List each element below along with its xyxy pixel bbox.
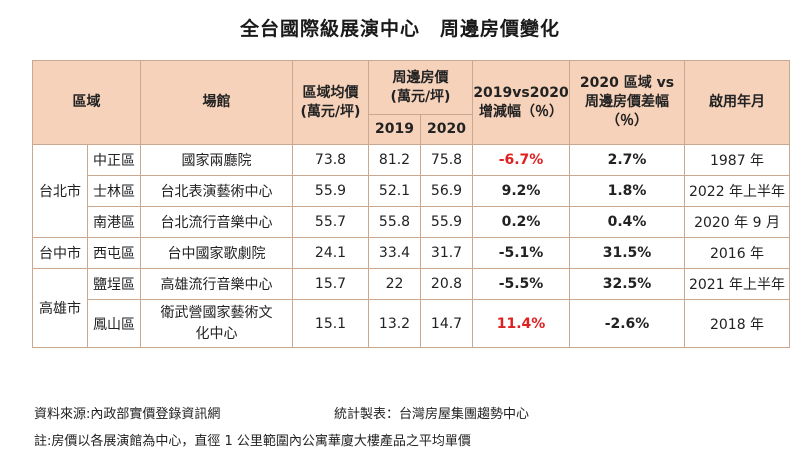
footer-compiled: 統計製表：台灣房屋集團趨勢中心 xyxy=(334,407,530,422)
district-cell: 鳳山區 xyxy=(87,299,141,348)
avg-cell: 73.8 xyxy=(292,144,369,176)
header-year-2020: 2020 xyxy=(419,114,474,145)
price-2020-cell: 14.7 xyxy=(419,299,474,348)
venue-cell: 國家兩廳院 xyxy=(140,144,293,176)
district-cell: 南港區 xyxy=(87,206,141,238)
diff-cell: 2.7% xyxy=(569,144,686,176)
footer-note: 註:房價以各展演館為中心，直徑 1 公里範圍內公寓華廈大樓產品之平均單價 xyxy=(34,434,471,449)
district-cell: 中正區 xyxy=(87,144,141,176)
city-kaohsiung: 高雄市 xyxy=(32,268,88,348)
city-taipei: 台北市 xyxy=(32,144,88,238)
price-2019-cell: 55.8 xyxy=(368,206,421,238)
district-cell: 鹽埕區 xyxy=(87,268,141,300)
header-region-avg: 區域均價 (萬元/坪) xyxy=(292,60,369,145)
avg-cell: 24.1 xyxy=(292,237,369,269)
change-cell: -5.5% xyxy=(472,268,571,300)
header-opening: 啟用年月 xyxy=(684,60,791,145)
diff-cell: 0.4% xyxy=(569,206,686,238)
diff-cell: -2.6% xyxy=(569,299,686,348)
header-change: 2019vs2020 增減幅（％） xyxy=(472,60,571,145)
venue-cell: 台北表演藝術中心 xyxy=(140,175,293,207)
header-change-line1: 2019vs2020 xyxy=(473,84,569,101)
header-diff: 2020 區域 vs 周邊房價差幅 （％） xyxy=(569,60,686,145)
opening-cell: 2016 年 xyxy=(684,237,791,269)
header-region-avg-line1: 區域均價 xyxy=(302,84,359,101)
table-row: 台北市 中正區 國家兩廳院 73.8 81.2 75.8 -6.7% 2.7% … xyxy=(32,144,791,238)
venue-cell: 台北流行音樂中心 xyxy=(140,206,293,238)
venue-cell: 台中國家歌劇院 xyxy=(140,237,293,269)
header-venue: 場館 xyxy=(140,60,293,145)
header-nearby-line2: (萬元/坪) xyxy=(390,88,451,105)
opening-cell: 1987 年 xyxy=(684,144,791,176)
district-cell: 西屯區 xyxy=(87,237,141,269)
table-row: 台中市 西屯區 台中國家歌劇院 24.1 33.4 31.7 -5.1% 31.… xyxy=(32,237,791,269)
change-cell: 0.2% xyxy=(472,206,571,238)
diff-cell: 31.5% xyxy=(569,237,686,269)
change-cell: 9.2% xyxy=(472,175,571,207)
opening-cell: 2018 年 xyxy=(684,299,791,348)
table-row: 鳳山區 衛武營國家藝術文 化中心 15.1 13.2 14.7 11.4% -2… xyxy=(33,299,791,348)
venue-line2: 化中心 xyxy=(195,325,238,342)
avg-cell: 55.7 xyxy=(292,206,369,238)
avg-cell: 15.7 xyxy=(292,268,369,300)
change-cell: 11.4% xyxy=(472,299,571,348)
price-2020-cell: 75.8 xyxy=(419,144,474,176)
venue-cell: 高雄流行音樂中心 xyxy=(140,268,293,300)
header-diff-line1: 2020 區域 vs xyxy=(579,75,675,91)
opening-cell: 2020 年 9 月 xyxy=(684,206,791,238)
district-cell: 士林區 xyxy=(87,175,141,207)
city-taichung: 台中市 xyxy=(32,237,88,269)
header-change-line2: 增減幅（％） xyxy=(479,103,564,120)
table-row: 南港區 台北流行音樂中心 55.7 55.8 55.9 0.2% 0.4% 20… xyxy=(33,206,791,238)
diff-cell: 32.5% xyxy=(569,268,686,300)
header-diff-line2: 周邊房價差幅 xyxy=(585,94,670,110)
footer-source: 資料來源:內政部實價登錄資訊網 xyxy=(34,407,221,422)
header-diff-line3: （％） xyxy=(606,113,649,129)
price-2019-cell: 13.2 xyxy=(368,299,421,348)
header-year-2019: 2019 xyxy=(368,114,421,145)
price-2020-cell: 20.8 xyxy=(419,268,474,300)
change-cell: -5.1% xyxy=(472,237,571,269)
price-2020-cell: 56.9 xyxy=(419,175,474,207)
table-row: 高雄市 鹽埕區 高雄流行音樂中心 15.7 22 20.8 -5.5% 32.5… xyxy=(32,268,791,348)
venue-cell: 衛武營國家藝術文 化中心 xyxy=(140,299,293,348)
header-region-avg-line2: (萬元/坪) xyxy=(300,103,361,120)
header-region: 區域 xyxy=(32,60,141,145)
diff-cell: 1.8% xyxy=(569,175,686,207)
change-cell: -6.7% xyxy=(472,144,571,176)
table-row: 士林區 台北表演藝術中心 55.9 52.1 56.9 9.2% 1.8% 20… xyxy=(33,175,791,207)
header-nearby-line1: 周邊房價 xyxy=(392,69,449,86)
page-title: 全台國際級展演中心 周邊房價變化 xyxy=(239,18,560,40)
opening-cell: 2021 年上半年 xyxy=(684,268,791,300)
price-2019-cell: 22 xyxy=(368,268,421,300)
footer-source-row: 資料來源:內政部實價登錄資訊網 統計製表：台灣房屋集團趨勢中心 xyxy=(34,403,529,422)
avg-cell: 15.1 xyxy=(292,299,369,348)
venue-line1: 衛武營國家藝術文 xyxy=(160,304,273,321)
price-2019-cell: 81.2 xyxy=(368,144,421,176)
price-2019-cell: 52.1 xyxy=(368,175,421,207)
price-2020-cell: 55.9 xyxy=(419,206,474,238)
header-nearby-price: 周邊房價 (萬元/坪) xyxy=(367,60,474,115)
opening-cell: 2022 年上半年 xyxy=(684,175,791,207)
avg-cell: 55.9 xyxy=(292,175,369,207)
housing-price-table: 區域 場館 區域均價 (萬元/坪) 周邊房價 (萬元/坪) 2019vs2020… xyxy=(32,60,791,348)
price-2019-cell: 33.4 xyxy=(368,237,421,269)
price-2020-cell: 31.7 xyxy=(419,237,474,269)
